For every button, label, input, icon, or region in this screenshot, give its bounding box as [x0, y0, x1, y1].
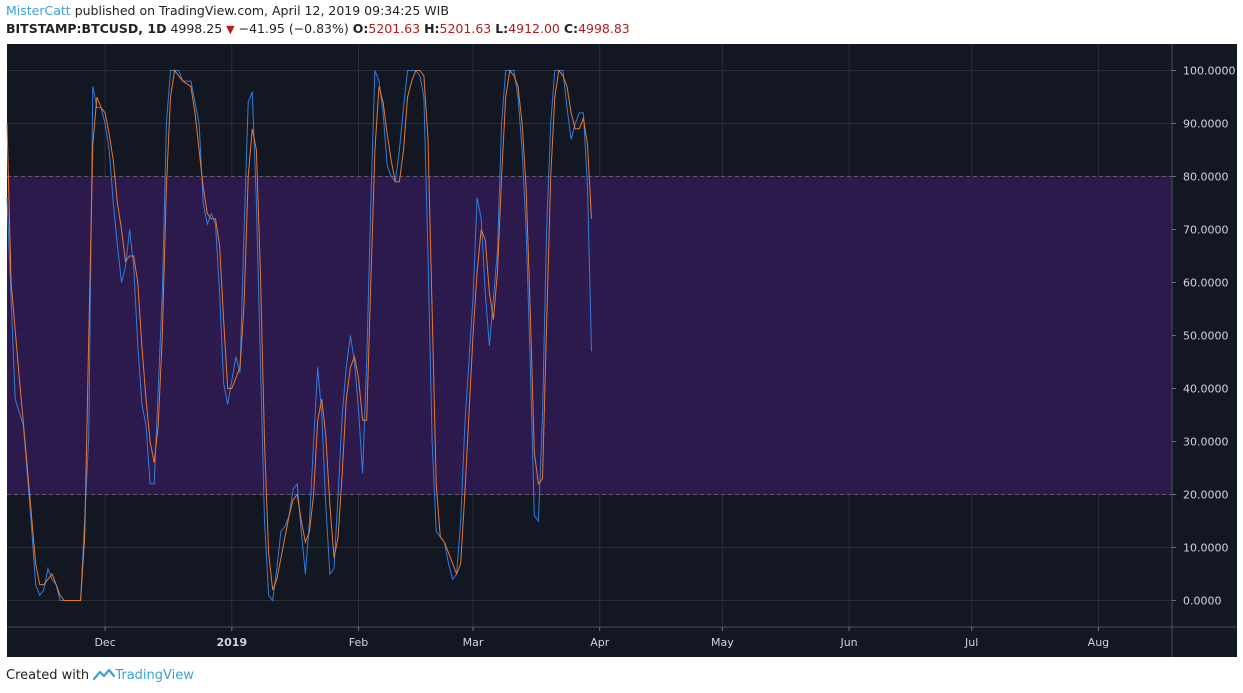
low-value: 4912.00 — [508, 21, 560, 36]
x-tick-label: Dec — [94, 636, 115, 649]
stochastic-chart[interactable]: 100.0000 90.0000 80.0000 70.0000 60.0000 50.0… — [0, 42, 1243, 658]
open-value: 5201.63 — [368, 21, 421, 36]
author-link[interactable]: MisterCatt — [6, 3, 71, 18]
y-tick-label: 10.0000 — [1183, 542, 1229, 555]
close-label: C: — [563, 21, 579, 36]
x-tick-label: Jun — [839, 636, 857, 649]
y-tick-label: 30.0000 — [1183, 436, 1229, 449]
open-label: O: — [352, 21, 369, 36]
published-text: published on TradingView.com, April 12, … — [74, 3, 449, 18]
x-tick-label: 2019 — [217, 636, 248, 649]
y-tick-label: 100.0000 — [1183, 65, 1236, 78]
d-line — [6, 69, 592, 601]
down-arrow-icon: ▼ — [226, 23, 235, 36]
y-tick-label: 0.0000 — [1183, 595, 1222, 608]
tradingview-logo-icon[interactable] — [93, 667, 116, 681]
high-label: H: — [424, 21, 440, 36]
x-tick-label: Apr — [590, 636, 610, 649]
x-axis: Dec 2019 Feb Mar Apr May Jun Jul Aug — [94, 627, 1109, 649]
x-tick-label: May — [711, 636, 734, 649]
symbol-label: BITSTAMP:BTCUSD, 1D — [6, 21, 167, 36]
last-price: 4998.25 — [170, 21, 223, 36]
close-value: 4998.83 — [578, 21, 630, 36]
symbol-info: BITSTAMP:BTCUSD, 1D 4998.25 ▼ −41.95 (−0… — [6, 21, 630, 36]
low-label: L: — [495, 21, 509, 36]
x-tick-label: Jul — [964, 636, 978, 649]
created-with-text: Created with — [6, 668, 90, 683]
y-tick-label: 40.0000 — [1183, 383, 1229, 396]
y-tick-label: 90.0000 — [1183, 118, 1229, 131]
price-change: −41.95 (−0.83%) — [238, 21, 349, 36]
tradingview-brand[interactable]: TradingView — [115, 668, 194, 683]
overbought-oversold-band — [7, 176, 1172, 495]
x-tick-label: Feb — [349, 636, 368, 649]
x-tick-label: Aug — [1088, 636, 1109, 649]
y-tick-label: 70.0000 — [1183, 224, 1229, 237]
y-tick-label: 50.0000 — [1183, 330, 1229, 343]
y-tick-label: 20.0000 — [1183, 489, 1229, 502]
x-tick-label: Mar — [463, 636, 484, 649]
y-tick-label: 60.0000 — [1183, 277, 1229, 290]
high-value: 5201.63 — [439, 21, 492, 36]
footer: Created with TradingView — [6, 667, 194, 683]
publish-info: MisterCatt published on TradingView.com,… — [6, 3, 449, 18]
y-axis: 100.0000 90.0000 80.0000 70.0000 60.0000 50.0… — [1172, 65, 1236, 608]
y-tick-label: 80.0000 — [1183, 171, 1229, 184]
